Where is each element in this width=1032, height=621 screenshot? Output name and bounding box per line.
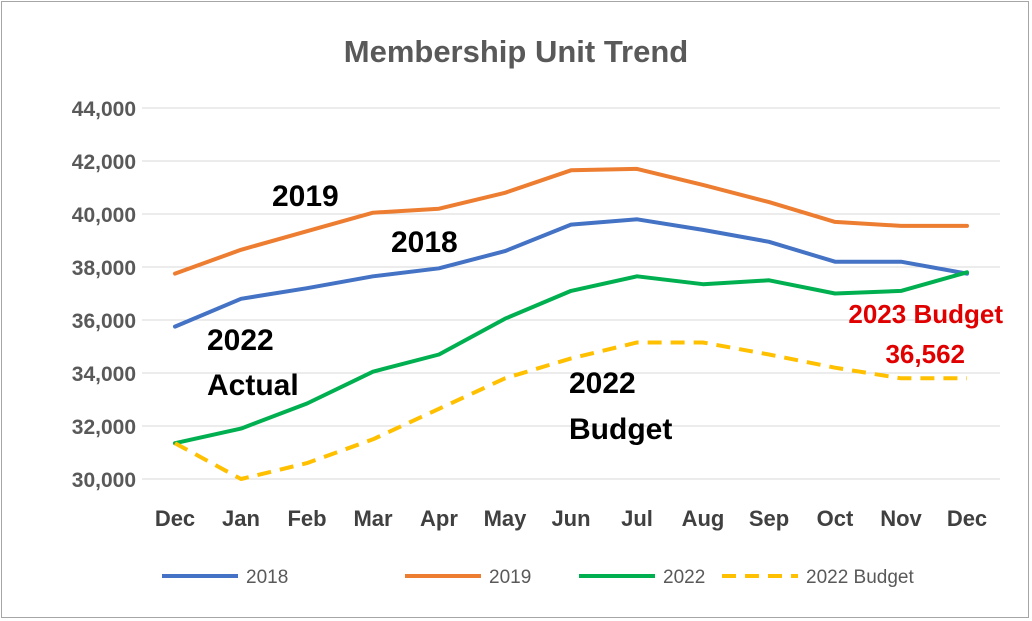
y-axis-ticks: 30,000 32,000 34,000 36,000 38,000 40,000 42,0…: [72, 98, 136, 492]
x-tick-label: Dec: [155, 506, 195, 531]
legend-label: 2018: [246, 567, 288, 588]
legend-label: 2022: [663, 567, 705, 588]
y-tick-label: 44,000: [72, 98, 136, 121]
annotation-2022-budget: 2022: [569, 367, 636, 400]
annotation-2022-actual: Actual: [207, 369, 299, 402]
series-line-2019: [173, 166, 969, 276]
series-line-2022: [173, 270, 969, 446]
annotation-2022-budget: Budget: [569, 413, 672, 446]
y-tick-label: 38,000: [72, 257, 136, 280]
x-tick-label: May: [484, 506, 528, 531]
y-tick-label: 42,000: [72, 151, 136, 174]
y-tick-label: 40,000: [72, 204, 136, 227]
annotation-2022-actual: 2022: [207, 324, 274, 357]
annotation-2023-budget: 2023 Budget: [848, 299, 1003, 329]
y-tick-label: 34,000: [72, 363, 136, 386]
legend-label: 2019: [489, 567, 531, 588]
y-tick-label: 36,000: [72, 310, 136, 333]
x-tick-label: Aug: [682, 506, 725, 531]
annotation-2018: 2018: [391, 226, 458, 259]
legend: 2018 2019 2022 2022 Budget: [162, 567, 914, 588]
chart-title: Membership Unit Trend: [344, 34, 688, 69]
x-tick-label: Sep: [749, 506, 789, 531]
x-tick-label: Mar: [353, 506, 393, 531]
annotation-2019: 2019: [272, 180, 339, 213]
x-tick-label: Apr: [420, 506, 458, 531]
legend-label: 2022 Budget: [806, 567, 914, 588]
series-line-2018: [173, 217, 969, 329]
x-tick-label: Jul: [621, 506, 653, 531]
x-tick-label: Jun: [551, 506, 590, 531]
series-lines: [173, 166, 969, 481]
series-line-2022-budget: [174, 340, 967, 481]
gridlines: [142, 107, 1000, 480]
annotations: 2019 2018 2022 Actual 2022 Budget 2023 Budget 3…: [207, 180, 1003, 446]
y-tick-label: 30,000: [72, 469, 136, 492]
y-tick-label: 32,000: [72, 416, 136, 439]
x-tick-label: Dec: [947, 506, 987, 531]
x-tick-label: Feb: [287, 506, 326, 531]
x-tick-label: Oct: [817, 506, 854, 531]
x-tick-label: Nov: [880, 506, 922, 531]
x-axis-ticks: Dec Jan Feb Mar Apr May Jun Jul Aug Sep Oct Nov Dec: [155, 506, 987, 531]
x-tick-label: Jan: [222, 506, 260, 531]
annotation-2023-budget: 36,562: [885, 339, 965, 369]
